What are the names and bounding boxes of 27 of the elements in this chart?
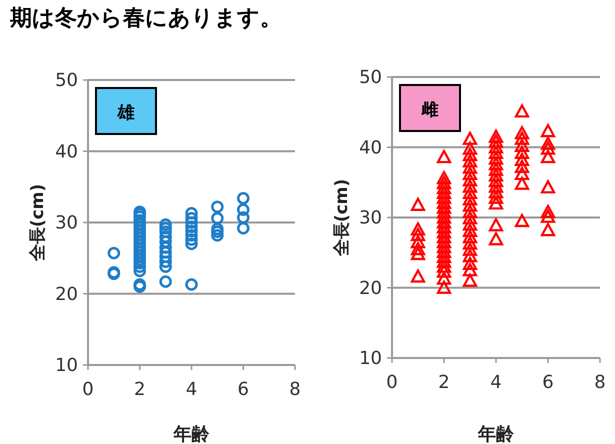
y-tick-label: 10 [359, 348, 382, 369]
x-axis-title: 年齢 [477, 424, 515, 444]
y-tick-label: 50 [55, 70, 78, 91]
x-tick-label: 8 [289, 379, 301, 400]
x-tick-label: 6 [238, 379, 249, 400]
x-axis-title: 年齢 [172, 424, 210, 444]
x-tick-label: 2 [134, 379, 146, 400]
x-tick-label: 0 [386, 372, 398, 393]
y-tick-label: 30 [55, 212, 78, 234]
x-tick-label: 0 [82, 379, 94, 400]
y-tick-label: 20 [359, 278, 382, 299]
y-tick-label: 40 [359, 137, 382, 158]
text: 期は冬から春にあります。 [9, 6, 282, 31]
y-tick-label: 20 [55, 284, 78, 305]
y-axis-title: 全長(cm) [28, 184, 48, 262]
y-tick-label: 40 [55, 141, 78, 162]
y-axis-title: 全長(cm) [332, 178, 352, 258]
x-tick-label: 8 [594, 372, 606, 393]
x-tick-label: 2 [438, 372, 450, 393]
x-tick-label: 4 [186, 379, 198, 400]
x-tick-label: 6 [542, 372, 554, 393]
annotation: 雄 [116, 103, 134, 123]
y-tick-label: 30 [359, 208, 382, 228]
y-tick-label: 50 [359, 67, 382, 88]
annotation: 雌 [420, 100, 438, 120]
x-tick-label: 4 [490, 372, 502, 393]
y-tick-label: 10 [55, 355, 78, 376]
